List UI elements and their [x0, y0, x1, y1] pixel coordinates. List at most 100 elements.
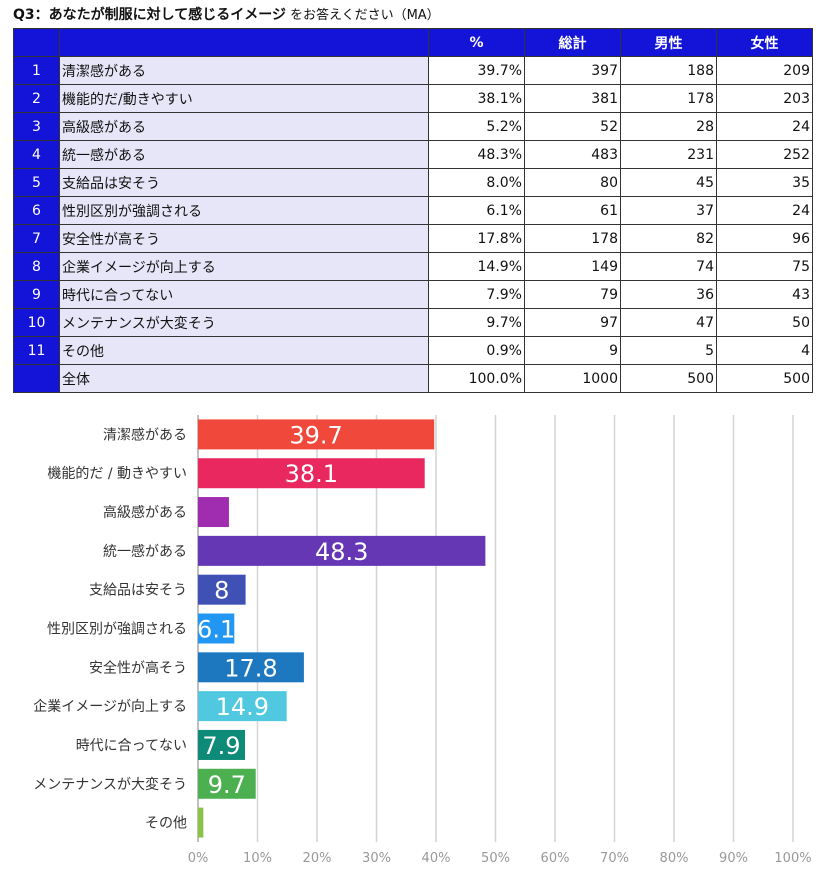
x-tick-label: 90%: [719, 851, 748, 866]
x-tick-label: 70%: [600, 851, 629, 866]
x-tick-label: 0%: [188, 851, 209, 866]
x-tick-label: 80%: [660, 851, 689, 866]
row-number: 5: [13, 168, 60, 197]
data-label: 38.1: [285, 460, 338, 488]
row-label: 統一感がある: [59, 140, 429, 169]
x-tick-label: 50%: [481, 851, 510, 866]
bar: [198, 807, 204, 838]
value-pct: 39.7%: [428, 56, 525, 85]
header-label-cell: [59, 28, 429, 57]
row-label: その他: [59, 336, 429, 365]
value-total: 381: [524, 84, 621, 113]
value-male: 500: [620, 364, 717, 393]
category-label: 性別区別が強調される: [47, 622, 187, 638]
row-label: メンテナンスが大変そう: [59, 308, 429, 337]
x-tick-label: 60%: [541, 851, 570, 866]
value-pct: 5.2%: [428, 112, 525, 141]
column-header: 総計: [524, 28, 621, 57]
bar: [198, 729, 246, 760]
value-male: 74: [620, 252, 717, 281]
row-number: 10: [13, 308, 60, 337]
question-title: Q3：あなたが制服に対して感じるイメージ: [13, 7, 286, 23]
value-total: 52: [524, 112, 621, 141]
x-tick-label: 40%: [422, 851, 451, 866]
data-label: 6.1: [197, 616, 235, 644]
category-label: 統一感がある: [103, 543, 187, 560]
value-female: 96: [716, 224, 813, 253]
value-pct: 8.0%: [428, 168, 525, 197]
x-tick-label: 20%: [303, 851, 332, 866]
value-male: 82: [620, 224, 717, 253]
category-label: 企業イメージが向上する: [33, 698, 187, 715]
bar: [198, 458, 425, 489]
x-tick-label: 100%: [774, 851, 811, 866]
data-label: 48.3: [315, 538, 368, 566]
value-total: 149: [524, 252, 621, 281]
row-number: 8: [13, 252, 60, 281]
value-female: 209: [716, 56, 813, 85]
table-row: 9 時代に合ってない 7.9% 79 36 43: [13, 280, 813, 309]
results-table: % 総計 男性 女性 1 清潔感がある 39.7% 397 188 209 2 機能的だ/動きやすい 3…: [13, 28, 813, 393]
row-label: 安全性が高そう: [59, 224, 429, 253]
table-row: 8 企業イメージが向上する 14.9% 149 74 75: [13, 252, 813, 281]
table-header-row: % 総計 男性 女性: [13, 28, 813, 57]
value-pct: 6.1%: [428, 196, 525, 225]
row-number: 4: [13, 140, 60, 169]
bar: [198, 419, 435, 450]
category-label: 支給品は安そう: [89, 583, 187, 599]
value-male: 28: [620, 112, 717, 141]
row-number: 11: [13, 336, 60, 365]
value-male: 231: [620, 140, 717, 169]
row-label: 清潔感がある: [59, 56, 429, 85]
category-label: メンテナンスが大変そう: [33, 776, 187, 793]
table-row: 7 安全性が高そう 17.8% 178 82 96: [13, 224, 813, 253]
row-number: 3: [13, 112, 60, 141]
value-pct: 14.9%: [428, 252, 525, 281]
row-label: 支給品は安そう: [59, 168, 429, 197]
value-pct: 17.8%: [428, 224, 525, 253]
value-total: 97: [524, 308, 621, 337]
value-total: 483: [524, 140, 621, 169]
data-label: 39.7: [289, 421, 342, 449]
value-total: 397: [524, 56, 621, 85]
table-row: 3 高級感がある 5.2% 52 28 24: [13, 112, 813, 141]
data-label: 9.7: [208, 771, 246, 799]
x-tick-label: 30%: [362, 851, 391, 866]
value-pct: 48.3%: [428, 140, 525, 169]
value-pct: 9.7%: [428, 308, 525, 337]
bar: [198, 652, 304, 683]
value-pct: 0.9%: [428, 336, 525, 365]
value-male: 178: [620, 84, 717, 113]
value-total: 79: [524, 280, 621, 309]
row-number: 6: [13, 196, 60, 225]
value-total: 1000: [524, 364, 621, 393]
category-label: 時代に合ってない: [76, 738, 187, 754]
row-label: 時代に合ってない: [59, 280, 429, 309]
category-label: 安全性が高そう: [89, 659, 187, 676]
column-header: %: [428, 28, 525, 57]
value-male: 36: [620, 280, 717, 309]
row-number: 7: [13, 224, 60, 253]
value-male: 47: [620, 308, 717, 337]
value-male: 45: [620, 168, 717, 197]
x-tick-label: 10%: [243, 851, 272, 866]
question-subtitle: をお答えください（MA）: [289, 8, 440, 23]
data-label: 8: [214, 577, 229, 605]
table-row: 10 メンテナンスが大変そう 9.7% 97 47 50: [13, 308, 813, 337]
data-label: 17.8: [224, 654, 277, 682]
value-female: 500: [716, 364, 813, 393]
row-number: 1: [13, 56, 60, 85]
value-female: 50: [716, 308, 813, 337]
data-label: 7.9: [202, 732, 240, 760]
value-female: 4: [716, 336, 813, 365]
category-label: 高級感がある: [103, 504, 187, 521]
chart-title: Q3：あなたが制服に対して感じるイメージ をお答えください（MA）: [13, 4, 440, 26]
bar: [198, 497, 229, 528]
table-row: 1 清潔感がある 39.7% 397 188 209: [13, 56, 813, 85]
value-male: 5: [620, 336, 717, 365]
value-total: 61: [524, 196, 621, 225]
bar: [198, 613, 235, 644]
category-label: 清潔感がある: [103, 426, 187, 443]
row-label: 企業イメージが向上する: [59, 252, 429, 281]
value-female: 203: [716, 84, 813, 113]
